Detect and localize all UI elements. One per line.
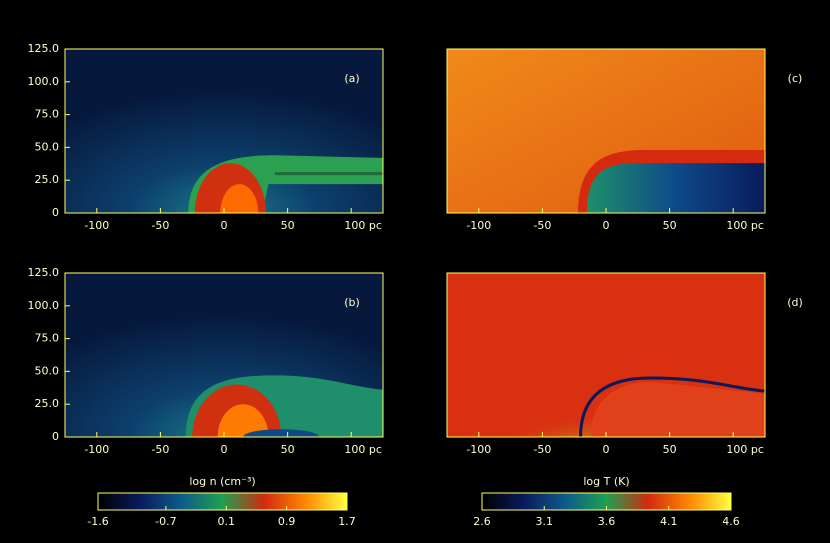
x-tick-label: 50 bbox=[663, 219, 677, 232]
colorbar-tick-label: -1.6 bbox=[87, 515, 108, 528]
colorbar-tick-label: 3.6 bbox=[598, 515, 616, 528]
colorbar-tick-label: 1.7 bbox=[338, 515, 356, 528]
x-tick-label: 50 bbox=[281, 219, 295, 232]
colorbar-tick-label: 4.6 bbox=[722, 515, 740, 528]
core bbox=[220, 184, 259, 213]
x-tick-label: -100 bbox=[466, 219, 491, 232]
colorbar-label: log n (cm⁻³) bbox=[189, 475, 255, 488]
core bbox=[217, 404, 269, 437]
heatmap-image bbox=[65, 273, 383, 437]
y-tick-label: 100.0 bbox=[28, 75, 60, 88]
y-tick-label: 75.0 bbox=[35, 332, 60, 345]
y-tick-label: 50.0 bbox=[35, 364, 60, 377]
panel-label: (a) bbox=[344, 72, 359, 85]
arc bbox=[579, 376, 765, 437]
colorbar-tick-label: 4.1 bbox=[660, 515, 678, 528]
y-tick-label: 0 bbox=[52, 206, 59, 219]
x-tick-label: -50 bbox=[533, 219, 551, 232]
heatmap-image bbox=[65, 49, 383, 213]
x-tick-label: 100 pc bbox=[344, 443, 382, 456]
panel-label: (b) bbox=[344, 296, 360, 309]
y-tick-label: 25.0 bbox=[35, 173, 60, 186]
x-tick-label: -50 bbox=[151, 443, 169, 456]
heatmap-image bbox=[447, 49, 765, 213]
x-tick-label: 0 bbox=[221, 219, 228, 232]
x-tick-label: 100 pc bbox=[726, 443, 764, 456]
heatmap-image bbox=[447, 273, 765, 437]
x-tick-label: 100 pc bbox=[344, 219, 382, 232]
x-tick-label: 0 bbox=[221, 443, 228, 456]
panel-label: (c) bbox=[788, 72, 803, 85]
x-tick-label: 0 bbox=[603, 443, 610, 456]
colorbar-label: log T (K) bbox=[583, 475, 629, 488]
colorbar-tick-label: -0.7 bbox=[155, 515, 176, 528]
colorbar-tick-label: 0.1 bbox=[218, 515, 236, 528]
colorbar-tick-label: 0.9 bbox=[278, 515, 296, 528]
y-tick-label: 50.0 bbox=[35, 140, 60, 153]
colorbar-tick-label: 3.1 bbox=[536, 515, 554, 528]
cavity bbox=[243, 429, 320, 437]
colorbar-tick-label: 2.6 bbox=[473, 515, 491, 528]
y-tick-label: 125.0 bbox=[28, 42, 60, 55]
x-tick-label: 100 pc bbox=[726, 219, 764, 232]
y-tick-label: 75.0 bbox=[35, 108, 60, 121]
y-tick-label: 0 bbox=[52, 430, 59, 443]
x-tick-label: -100 bbox=[466, 443, 491, 456]
wake bbox=[590, 381, 765, 437]
y-tick-label: 125.0 bbox=[28, 266, 60, 279]
y-tick-label: 100.0 bbox=[28, 299, 60, 312]
panel-label: (d) bbox=[787, 296, 803, 309]
x-tick-label: -50 bbox=[151, 219, 169, 232]
x-tick-label: -100 bbox=[84, 219, 109, 232]
colorbar bbox=[97, 492, 348, 511]
x-tick-label: -50 bbox=[533, 443, 551, 456]
x-tick-label: 50 bbox=[281, 443, 295, 456]
blob bbox=[586, 163, 765, 213]
x-tick-label: 0 bbox=[603, 219, 610, 232]
x-tick-label: -100 bbox=[84, 443, 109, 456]
y-tick-label: 25.0 bbox=[35, 397, 60, 410]
x-tick-label: 50 bbox=[663, 443, 677, 456]
